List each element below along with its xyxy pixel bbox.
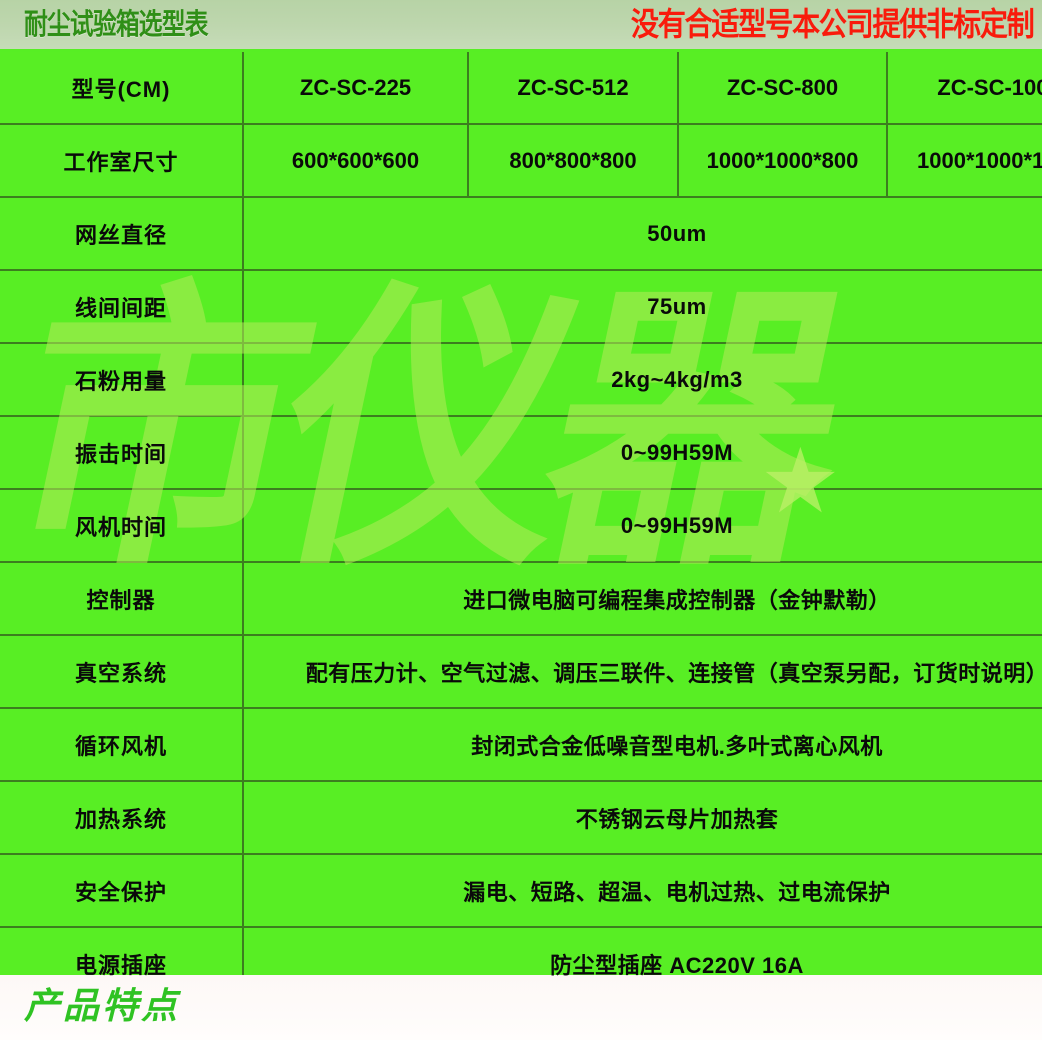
- page-header-band: 耐尘试验箱选型表 没有合适型号本公司提供非标定制: [0, 0, 1042, 52]
- row-value: 50um: [243, 196, 1042, 271]
- table-row: 循环风机 封闭式合金低噪音型电机.多叶式离心风机: [0, 707, 1042, 782]
- model-cell-1: ZC-SC-225: [243, 52, 469, 125]
- row-label: 网丝直径: [0, 196, 244, 271]
- row-label-dimensions: 工作室尺寸: [0, 123, 244, 198]
- table-row: 风机时间 0~99H59M: [0, 488, 1042, 563]
- row-value: 进口微电脑可编程集成控制器（金钟默勒）: [243, 561, 1042, 636]
- row-label: 风机时间: [0, 488, 244, 563]
- dimension-cell-2: 800*800*800: [468, 123, 679, 198]
- table-row-model: 型号(CM) ZC-SC-225 ZC-SC-512 ZC-SC-800 ZC-…: [0, 52, 1042, 125]
- table-row: 加热系统 不锈钢云母片加热套: [0, 780, 1042, 855]
- row-value: 漏电、短路、超温、电机过热、过电流保护: [243, 853, 1042, 928]
- model-cell-4: ZC-SC-1000: [887, 52, 1042, 125]
- custom-order-notice: 没有合适型号本公司提供非标定制: [631, 6, 1035, 42]
- table-row: 线间间距 75um: [0, 269, 1042, 344]
- row-value: 封闭式合金低噪音型电机.多叶式离心风机: [243, 707, 1042, 782]
- table-row: 安全保护 漏电、短路、超温、电机过热、过电流保护: [0, 853, 1042, 928]
- row-label: 线间间距: [0, 269, 244, 344]
- row-value: 不锈钢云母片加热套: [243, 780, 1042, 855]
- table-row: 电源插座 防尘型插座 AC220V 16A: [0, 926, 1042, 1001]
- row-value: 0~99H59M: [243, 488, 1042, 563]
- page-title-left: 耐尘试验箱选型表: [24, 9, 209, 41]
- row-value: 配有压力计、空气过滤、调压三联件、连接管（真空泵另配，订货时说明）: [243, 634, 1042, 709]
- row-value: 0~99H59M: [243, 415, 1042, 490]
- model-cell-3: ZC-SC-800: [678, 52, 888, 125]
- dimension-cell-4: 1000*1000*1000: [887, 123, 1042, 198]
- row-value: 2kg~4kg/m3: [243, 342, 1042, 417]
- model-cell-2: ZC-SC-512: [468, 52, 679, 125]
- table-row: 网丝直径 50um: [0, 196, 1042, 271]
- table-row-dimensions: 工作室尺寸 600*600*600 800*800*800 1000*1000*…: [0, 123, 1042, 198]
- row-label: 真空系统: [0, 634, 244, 709]
- spec-table: 型号(CM) ZC-SC-225 ZC-SC-512 ZC-SC-800 ZC-…: [0, 52, 1042, 1001]
- table-row: 真空系统 配有压力计、空气过滤、调压三联件、连接管（真空泵另配，订货时说明）: [0, 634, 1042, 709]
- dimension-cell-3: 1000*1000*800: [678, 123, 888, 198]
- row-label: 循环风机: [0, 707, 244, 782]
- row-label: 电源插座: [0, 926, 244, 1001]
- row-value: 防尘型插座 AC220V 16A: [243, 926, 1042, 1001]
- dimension-cell-1: 600*600*600: [243, 123, 469, 198]
- row-label: 控制器: [0, 561, 244, 636]
- table-row: 石粉用量 2kg~4kg/m3: [0, 342, 1042, 417]
- row-label: 振击时间: [0, 415, 244, 490]
- row-label-model: 型号(CM): [0, 52, 244, 125]
- spec-table-body: 型号(CM) ZC-SC-225 ZC-SC-512 ZC-SC-800 ZC-…: [0, 52, 1042, 1001]
- table-row: 振击时间 0~99H59M: [0, 415, 1042, 490]
- row-label: 石粉用量: [0, 342, 244, 417]
- row-label: 安全保护: [0, 853, 244, 928]
- row-value: 75um: [243, 269, 1042, 344]
- table-row: 控制器 进口微电脑可编程集成控制器（金钟默勒）: [0, 561, 1042, 636]
- row-label: 加热系统: [0, 780, 244, 855]
